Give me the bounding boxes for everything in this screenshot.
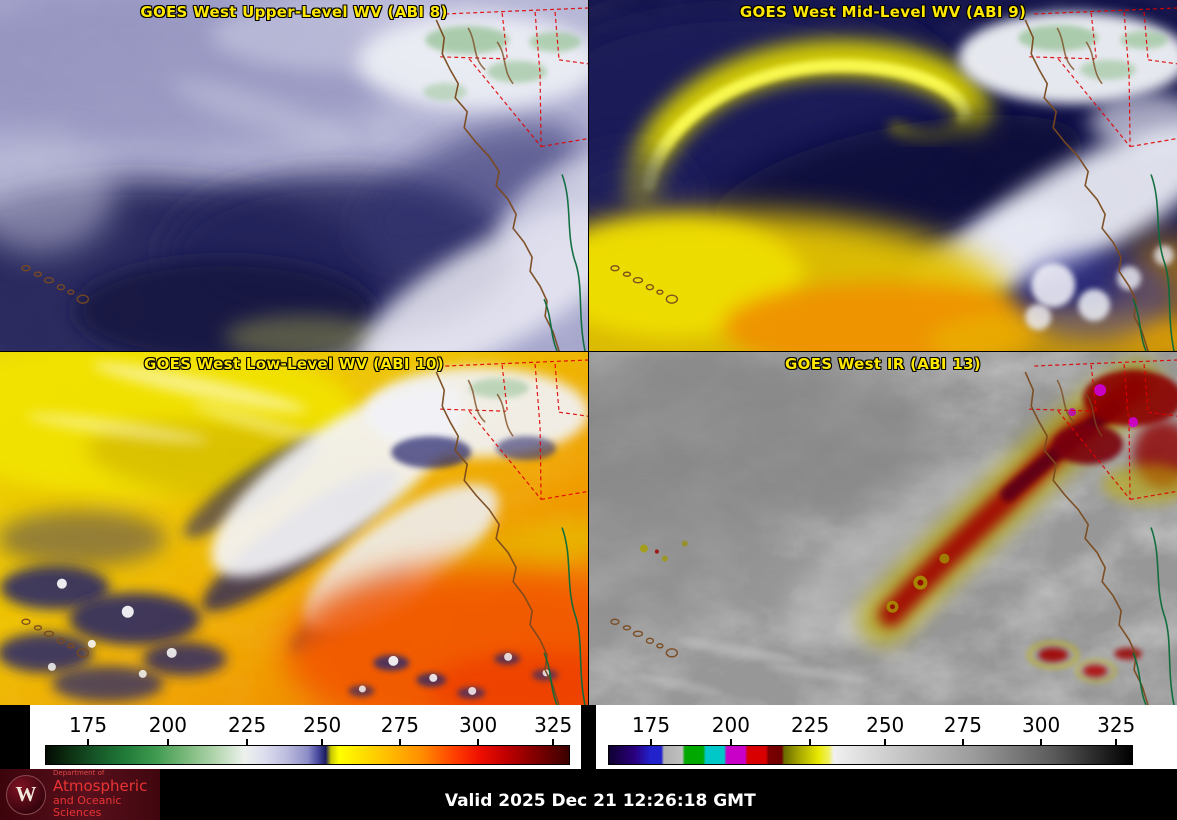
colorbar-tick-mark bbox=[1040, 739, 1043, 745]
panel-ir: GOES West IR (ABI 13) bbox=[589, 352, 1177, 705]
valid-time: Valid 2025 Dec 21 12:26:18 GMT bbox=[444, 791, 756, 811]
colorbar-tick-label: 325 bbox=[1097, 713, 1136, 737]
colorbar-tick-label: 250 bbox=[303, 713, 342, 737]
colorbar-tick-mark bbox=[650, 739, 653, 745]
uw-aos-logo: W Department of Atmospheric and Oceanic … bbox=[0, 769, 160, 820]
colorbar-tick-mark bbox=[961, 739, 964, 745]
colorbar-tick-label: 250 bbox=[866, 713, 905, 737]
colorbar-ir: 175 200 225 250 275 300 325 bbox=[596, 705, 1177, 769]
colorbar-tick-label: 300 bbox=[1022, 713, 1061, 737]
uw-crest-icon: W bbox=[6, 774, 46, 815]
colorbar-tick-label: 225 bbox=[228, 713, 267, 737]
colorbar-tick-mark bbox=[809, 739, 812, 745]
colorbar-wv-gradient-bar bbox=[45, 745, 570, 765]
colorbar-tick-label: 300 bbox=[459, 713, 498, 737]
panel-upper-level-wv: GOES West Upper-Level WV (ABI 8) bbox=[0, 0, 588, 351]
logo-dept-line: Department of bbox=[53, 768, 105, 777]
panel-grid: GOES West Upper-Level WV (ABI 8) bbox=[0, 0, 1177, 705]
colorbar-tick-label: 225 bbox=[791, 713, 830, 737]
logo-text: Department of Atmospheric and Oceanic Sc… bbox=[53, 768, 160, 819]
colorbar-tick-mark bbox=[884, 739, 887, 745]
logo-line-oceanic: and Oceanic Sciences bbox=[53, 793, 122, 819]
colorbar-tick-mark bbox=[87, 739, 90, 745]
colorbar-tick-mark bbox=[166, 739, 169, 745]
panel-title-low-wv: GOES West Low-Level WV (ABI 10) bbox=[144, 355, 444, 373]
colorbar-ir-ticks: 175 200 225 250 275 300 325 bbox=[608, 705, 1136, 745]
panel-low-level-wv: GOES West Low-Level WV (ABI 10) bbox=[0, 352, 588, 705]
panel-mid-level-wv: GOES West Mid-Level WV (ABI 9) bbox=[589, 0, 1177, 351]
footer: W Department of Atmospheric and Oceanic … bbox=[0, 769, 1177, 820]
logo-line-atmospheric: Atmospheric bbox=[53, 776, 148, 795]
colorbar-tick-label: 175 bbox=[631, 713, 671, 737]
crest-letter: W bbox=[15, 782, 37, 806]
colorbar-tick-label: 175 bbox=[68, 713, 108, 737]
colorbar-tick-mark bbox=[1115, 739, 1118, 745]
satellite-scene-upper-wv bbox=[0, 0, 588, 351]
colorbar-tick-mark bbox=[477, 739, 480, 745]
colorbar-tick-mark bbox=[729, 739, 732, 745]
colorbar-tick-label: 200 bbox=[148, 713, 187, 737]
colorbar-tick-mark bbox=[398, 739, 401, 745]
colorbar-tick-label: 325 bbox=[534, 713, 573, 737]
colorbar-tick-label: 275 bbox=[380, 713, 419, 737]
colorbar-tick-mark bbox=[552, 739, 555, 745]
panel-title-upper-wv: GOES West Upper-Level WV (ABI 8) bbox=[140, 3, 448, 21]
colorbar-tick-mark bbox=[321, 739, 324, 745]
colorbar-tick-mark bbox=[246, 739, 249, 745]
satellite-scene-mid-wv bbox=[589, 0, 1177, 351]
colorbar-ir-gradient-bar bbox=[608, 745, 1133, 765]
colorbar-tick-label: 200 bbox=[711, 713, 750, 737]
panel-title-mid-wv: GOES West Mid-Level WV (ABI 9) bbox=[739, 3, 1027, 21]
satellite-scene-ir bbox=[589, 352, 1177, 705]
satellite-scene-low-wv bbox=[0, 352, 588, 705]
colorbar-row: 175 200 225 250 275 300 325 175 200 225 250 275 300… bbox=[0, 705, 1177, 769]
colorbar-tick-label: 275 bbox=[943, 713, 982, 737]
panel-title-ir: GOES West IR (ABI 13) bbox=[785, 355, 981, 373]
colorbar-wv: 175 200 225 250 275 300 325 bbox=[30, 705, 581, 769]
colorbar-wv-ticks: 175 200 225 250 275 300 325 bbox=[45, 705, 573, 745]
